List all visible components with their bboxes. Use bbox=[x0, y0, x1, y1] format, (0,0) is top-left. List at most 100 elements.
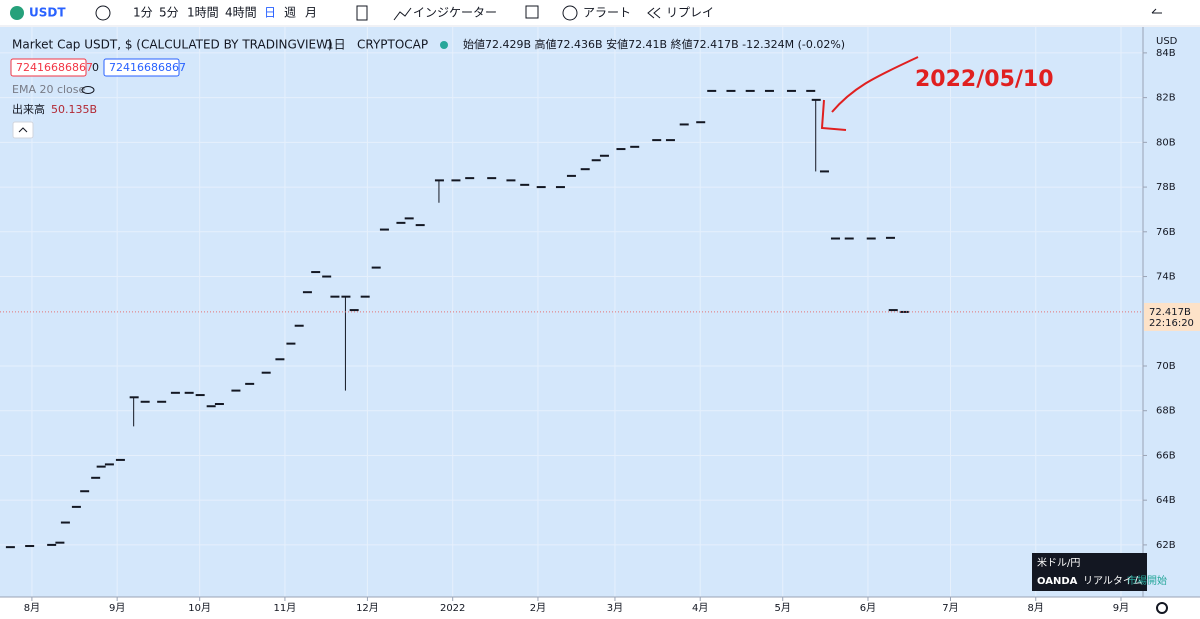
price-bar bbox=[322, 275, 332, 278]
layout-icon[interactable] bbox=[525, 5, 539, 19]
time-axis bbox=[0, 597, 1200, 619]
x-tick-label: 12月 bbox=[356, 602, 379, 614]
price-bar bbox=[206, 405, 216, 408]
interval[interactable]: 4時間 bbox=[225, 6, 257, 20]
price-bar bbox=[520, 183, 530, 186]
x-tick-label: 2月 bbox=[530, 602, 546, 614]
alert-button[interactable]: アラート bbox=[583, 6, 631, 20]
price-bar bbox=[487, 177, 497, 180]
y-tick-label: 82B bbox=[1156, 93, 1176, 104]
undo-icon[interactable] bbox=[1151, 8, 1162, 14]
price-bar bbox=[371, 266, 381, 269]
price-bar bbox=[885, 236, 895, 239]
symbol[interactable]: USDT bbox=[29, 6, 66, 20]
price-bar bbox=[140, 400, 150, 403]
y-tick-label: 76B bbox=[1156, 227, 1176, 238]
y-tick-label: 78B bbox=[1156, 182, 1176, 193]
interval[interactable]: 1時間 bbox=[187, 6, 219, 20]
price-bar bbox=[184, 391, 194, 394]
collapse-button[interactable] bbox=[12, 121, 34, 139]
price-bar bbox=[349, 309, 359, 312]
toolbar bbox=[0, 0, 1200, 26]
price-label-box bbox=[1144, 302, 1200, 331]
settings-icon[interactable] bbox=[1156, 602, 1168, 614]
price-bar bbox=[214, 403, 224, 406]
axes: 62B 64B 66B 68B 70B 74B 76B 78B 80B 82B 84B 8月 9月 10月… bbox=[24, 48, 1200, 614]
symbol-icon bbox=[10, 6, 24, 20]
alert-icon[interactable] bbox=[562, 5, 578, 21]
price-bar bbox=[899, 310, 909, 313]
interval-active[interactable]: 日 bbox=[264, 6, 276, 20]
price-bar bbox=[866, 237, 876, 240]
add-symbol-icon[interactable] bbox=[95, 5, 111, 21]
y-tick-label: 64B bbox=[1156, 495, 1176, 506]
price-bar bbox=[360, 295, 370, 298]
price-bar bbox=[275, 358, 285, 361]
price-bar bbox=[806, 89, 816, 92]
chart-style-icon[interactable] bbox=[356, 5, 368, 21]
price-bar bbox=[91, 476, 101, 479]
x-tick-label: 10月 bbox=[188, 602, 211, 614]
price-bar bbox=[96, 465, 106, 468]
legend-exchange: CRYPTOCAP bbox=[357, 38, 428, 52]
replay-icon[interactable] bbox=[647, 7, 661, 19]
price-bar bbox=[25, 545, 35, 548]
value-box-text: 72416686867 bbox=[109, 61, 186, 74]
x-tick-label: 7月 bbox=[942, 602, 958, 614]
price-bar bbox=[745, 89, 755, 92]
legend-interval: 1日 bbox=[326, 38, 346, 52]
price-bar bbox=[616, 148, 626, 151]
price-bar bbox=[104, 463, 114, 466]
price-bar bbox=[404, 217, 414, 220]
fx-widget[interactable] bbox=[1032, 553, 1147, 591]
price-bar bbox=[245, 382, 255, 385]
widget-broker: OANDA bbox=[1037, 576, 1078, 587]
price-bar bbox=[341, 295, 351, 298]
visibility-icon[interactable] bbox=[81, 86, 95, 94]
value-box bbox=[103, 58, 180, 77]
annotation: 2022/05/10 bbox=[915, 67, 1054, 92]
price-bar bbox=[811, 98, 821, 101]
price-bar bbox=[555, 186, 565, 189]
price-bar bbox=[129, 396, 139, 399]
indicator-icon[interactable] bbox=[393, 7, 412, 21]
interval[interactable]: 週 bbox=[284, 6, 296, 20]
price-bar bbox=[844, 237, 854, 240]
interval[interactable]: 5分 bbox=[159, 6, 179, 20]
price-bar bbox=[506, 179, 516, 182]
y-tick-label: 70B bbox=[1156, 361, 1176, 372]
y-tick-label: 84B bbox=[1156, 48, 1176, 59]
widget-feed: リアルタイム bbox=[1083, 575, 1143, 587]
price-bar bbox=[434, 179, 444, 182]
price-bar bbox=[599, 154, 609, 157]
legend-ohlc: 始値72.429B 高値72.436B 安値72.41B 終値72.417B -… bbox=[463, 37, 845, 51]
indicators-button[interactable]: インジケーター bbox=[413, 6, 497, 20]
y-tick-label: 68B bbox=[1156, 406, 1176, 417]
price-bar bbox=[379, 228, 389, 231]
y-tick-label: 66B bbox=[1156, 450, 1176, 461]
volume-value: 50.135B bbox=[51, 103, 97, 116]
x-tick-label: 3月 bbox=[607, 602, 623, 614]
price-bar bbox=[652, 139, 662, 142]
price-bar bbox=[630, 145, 640, 148]
price-bar bbox=[294, 324, 304, 327]
price-bar bbox=[47, 543, 57, 546]
y-tick-label: 80B bbox=[1156, 137, 1176, 148]
price-bar bbox=[71, 505, 81, 508]
x-tick-label: 4月 bbox=[692, 602, 708, 614]
interval[interactable]: 月 bbox=[305, 6, 317, 20]
price-label: 72.417B bbox=[1149, 307, 1191, 318]
price-bar bbox=[888, 309, 898, 312]
x-tick-label: 2022 bbox=[440, 603, 465, 614]
price-bar bbox=[696, 121, 706, 124]
collapse-icon bbox=[18, 127, 28, 133]
price-bar bbox=[726, 89, 736, 92]
interval[interactable]: 1分 bbox=[133, 6, 153, 20]
price-bar bbox=[566, 174, 576, 177]
price-bar bbox=[311, 271, 321, 274]
price-series bbox=[0, 89, 1143, 549]
legend-title: Market Cap USDT, $ (CALCULATED BY TRADIN… bbox=[12, 38, 333, 52]
value-box-text: 0 bbox=[92, 61, 99, 74]
replay-button[interactable]: リプレイ bbox=[666, 6, 714, 20]
price-bar bbox=[115, 458, 125, 461]
